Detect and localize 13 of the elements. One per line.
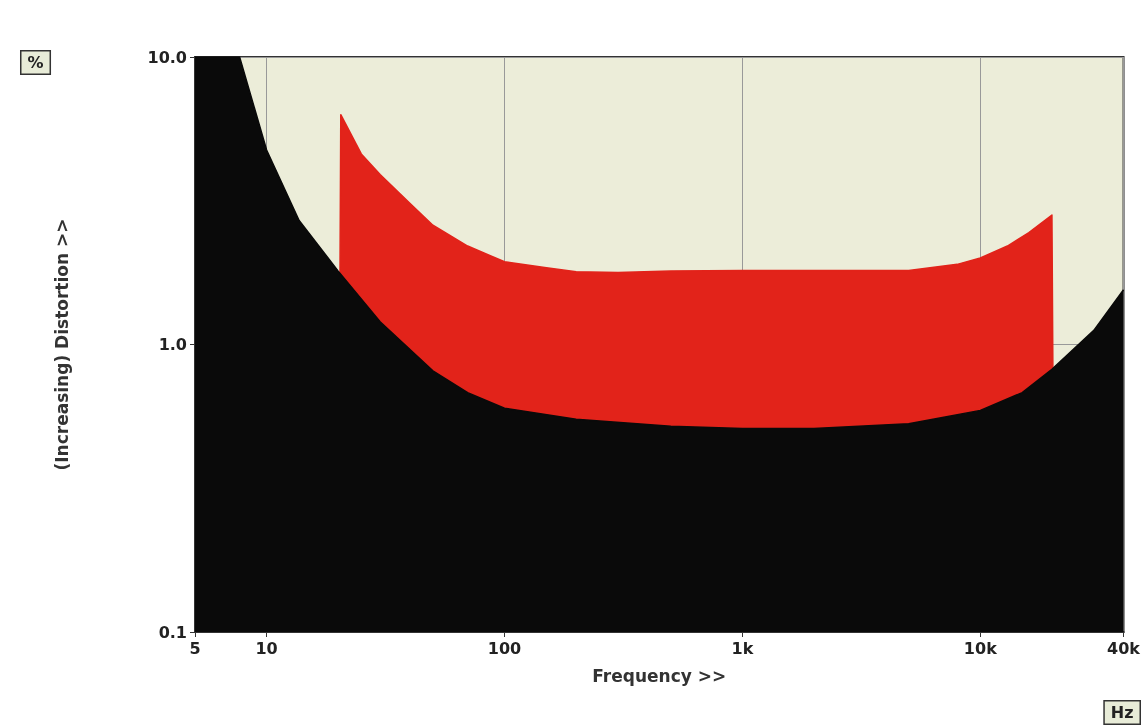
text: Hz bbox=[1110, 703, 1134, 722]
x-tick-label: 40k bbox=[1107, 638, 1141, 658]
x-tick-label: 5 bbox=[189, 638, 201, 658]
x-axis-title: Frequency >> bbox=[592, 665, 727, 686]
text: % bbox=[27, 53, 44, 72]
x-tick-label: 1k bbox=[731, 638, 754, 658]
x-tick-label: 10k bbox=[963, 638, 998, 658]
y-tick-label: 10.0 bbox=[147, 47, 187, 67]
y-tick-label: 0.1 bbox=[158, 622, 187, 642]
x-tick-label: 100 bbox=[487, 638, 522, 658]
y-axis-title: (Increasing) Distortion >> bbox=[51, 218, 72, 471]
y-tick-label: 1.0 bbox=[158, 335, 187, 354]
x-tick-label: 10 bbox=[255, 638, 278, 658]
